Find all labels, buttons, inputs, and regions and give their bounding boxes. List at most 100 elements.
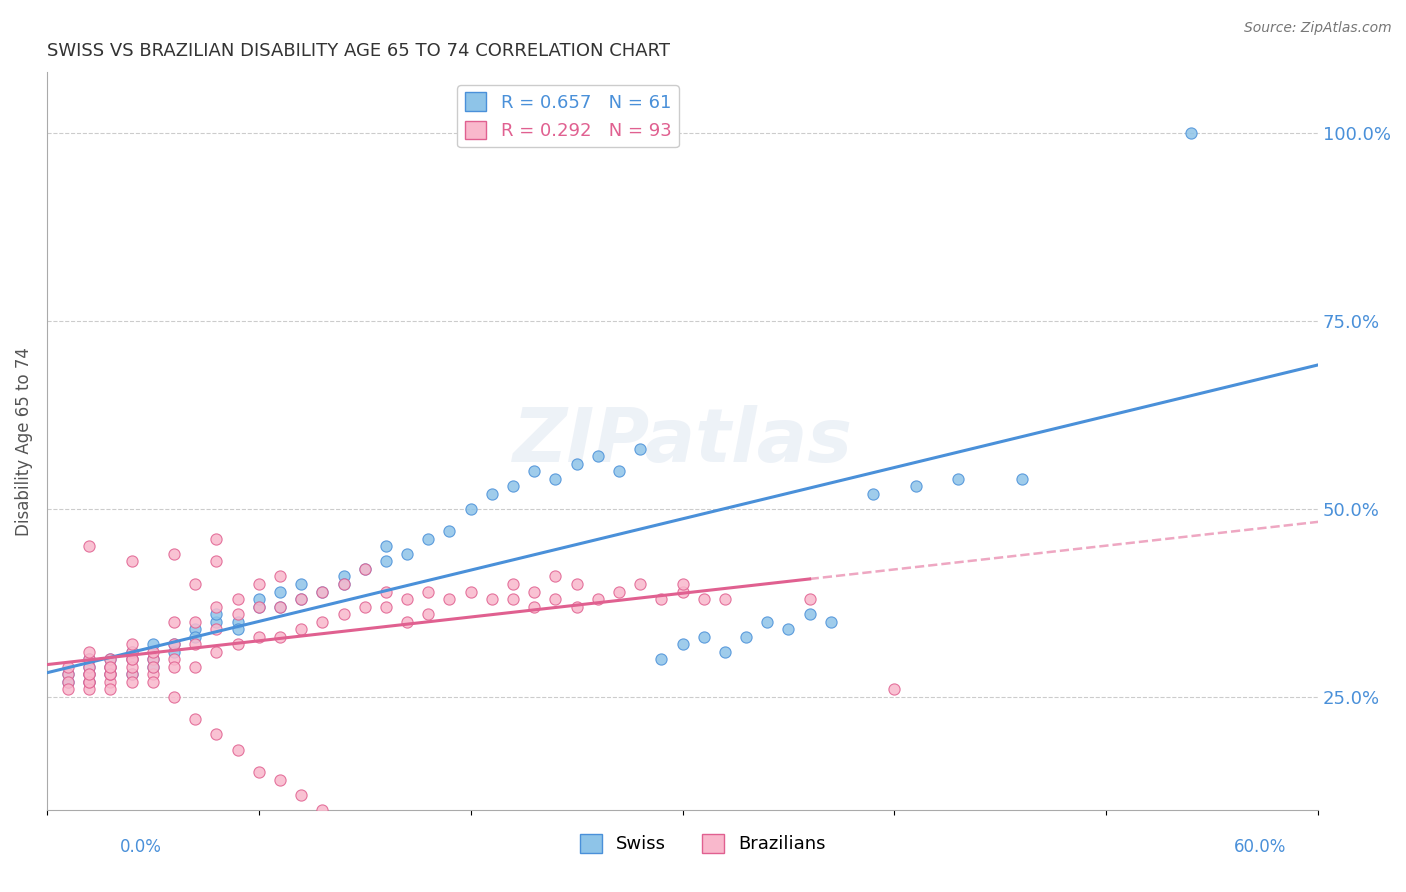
Point	[77, 652, 100, 666]
Point	[481, 592, 503, 607]
Point	[418, 584, 440, 599]
Point	[418, 532, 440, 546]
Point	[56, 674, 79, 689]
Point	[56, 674, 79, 689]
Point	[671, 584, 693, 599]
Point	[269, 630, 291, 644]
Point	[184, 637, 207, 651]
Point	[290, 788, 312, 802]
Point	[100, 667, 122, 681]
Point	[226, 742, 249, 756]
Point	[439, 592, 461, 607]
Point	[163, 659, 186, 673]
Point	[163, 637, 186, 651]
Point	[121, 659, 143, 673]
Point	[332, 577, 354, 591]
Point	[311, 584, 333, 599]
Point	[247, 577, 270, 591]
Point	[163, 637, 186, 651]
Point	[374, 540, 396, 554]
Text: ZIPatlas: ZIPatlas	[513, 405, 852, 477]
Point	[460, 584, 482, 599]
Point	[77, 667, 100, 681]
Point	[184, 630, 207, 644]
Point	[460, 501, 482, 516]
Point	[56, 659, 79, 673]
Point	[142, 645, 165, 659]
Legend: Swiss, Brazilians: Swiss, Brazilians	[572, 827, 834, 861]
Text: Source: ZipAtlas.com: Source: ZipAtlas.com	[1244, 21, 1392, 35]
Point	[163, 547, 186, 561]
Point	[121, 667, 143, 681]
Point	[100, 652, 122, 666]
Point	[565, 599, 588, 614]
Point	[77, 540, 100, 554]
Point	[904, 479, 927, 493]
Point	[226, 615, 249, 629]
Point	[650, 652, 672, 666]
Point	[1011, 472, 1033, 486]
Point	[205, 599, 228, 614]
Point	[142, 667, 165, 681]
Point	[184, 713, 207, 727]
Point	[269, 599, 291, 614]
Point	[121, 652, 143, 666]
Point	[142, 659, 165, 673]
Point	[77, 674, 100, 689]
Point	[714, 645, 737, 659]
Point	[77, 682, 100, 697]
Point	[226, 622, 249, 636]
Point	[692, 630, 714, 644]
Point	[163, 652, 186, 666]
Point	[799, 607, 821, 621]
Point	[247, 592, 270, 607]
Point	[290, 592, 312, 607]
Point	[100, 659, 122, 673]
Point	[523, 599, 546, 614]
Point	[671, 577, 693, 591]
Point	[332, 607, 354, 621]
Point	[778, 622, 800, 636]
Point	[142, 674, 165, 689]
Point	[332, 577, 354, 591]
Y-axis label: Disability Age 65 to 74: Disability Age 65 to 74	[15, 347, 32, 535]
Point	[269, 584, 291, 599]
Point	[142, 659, 165, 673]
Point	[226, 607, 249, 621]
Point	[142, 652, 165, 666]
Point	[142, 637, 165, 651]
Point	[100, 659, 122, 673]
Point	[77, 659, 100, 673]
Point	[628, 577, 651, 591]
Point	[205, 554, 228, 568]
Point	[311, 615, 333, 629]
Point	[565, 577, 588, 591]
Point	[502, 577, 524, 591]
Point	[820, 615, 842, 629]
Point	[523, 464, 546, 478]
Point	[100, 682, 122, 697]
Point	[502, 479, 524, 493]
Point	[100, 667, 122, 681]
Point	[374, 554, 396, 568]
Point	[311, 584, 333, 599]
Point	[77, 659, 100, 673]
Point	[396, 592, 419, 607]
Point	[290, 592, 312, 607]
Point	[374, 599, 396, 614]
Point	[77, 667, 100, 681]
Point	[353, 562, 375, 576]
Point	[439, 524, 461, 539]
Point	[56, 667, 79, 681]
Point	[163, 645, 186, 659]
Point	[163, 615, 186, 629]
Point	[184, 622, 207, 636]
Point	[714, 592, 737, 607]
Point	[544, 592, 567, 607]
Text: 0.0%: 0.0%	[120, 838, 162, 855]
Point	[692, 592, 714, 607]
Point	[77, 674, 100, 689]
Point	[121, 652, 143, 666]
Legend: R = 0.657   N = 61, R = 0.292   N = 93: R = 0.657 N = 61, R = 0.292 N = 93	[457, 85, 679, 147]
Point	[1180, 126, 1202, 140]
